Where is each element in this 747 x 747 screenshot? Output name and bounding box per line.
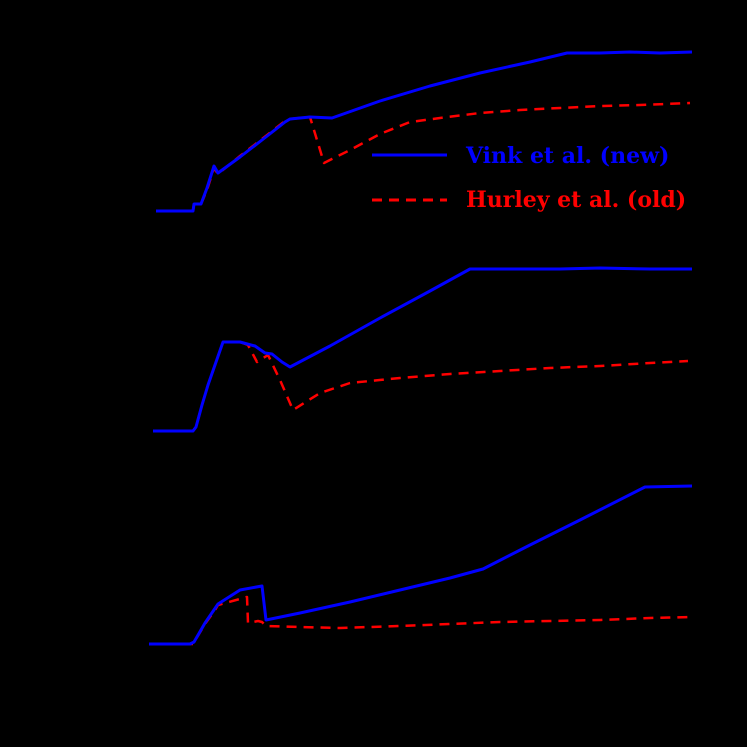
vink-line-top xyxy=(156,50,693,213)
panel-bottom xyxy=(149,484,693,646)
vink-line-middle xyxy=(153,266,692,433)
vink-line-bottom xyxy=(149,484,693,646)
legend-label-hurley: Hurley et al. (old) xyxy=(466,187,686,213)
legend: Vink et al. (new) Hurley et al. (old) xyxy=(372,143,686,213)
series-layer xyxy=(149,50,693,646)
panel-middle xyxy=(153,266,692,433)
hurley-line-top xyxy=(156,101,691,213)
legend-label-vink: Vink et al. (new) xyxy=(465,143,669,169)
hurley-line-bottom xyxy=(149,595,691,646)
panel-top xyxy=(156,50,693,213)
